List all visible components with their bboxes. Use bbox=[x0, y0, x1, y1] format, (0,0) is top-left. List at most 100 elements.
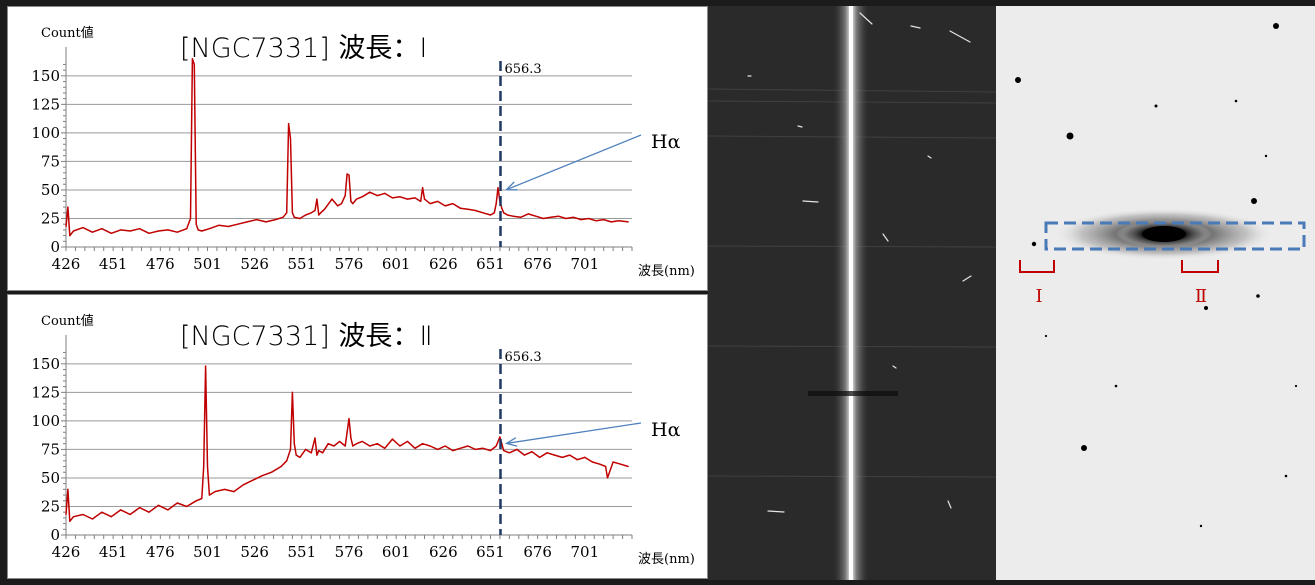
spectrum-point bbox=[157, 504, 160, 506]
halpha-arrowhead bbox=[504, 437, 518, 447]
spectrum-point bbox=[310, 452, 312, 454]
spectrum-point bbox=[429, 203, 431, 205]
spectrum-point bbox=[495, 445, 497, 447]
spectrum-point bbox=[565, 217, 567, 220]
x-tick-label-8: 626 bbox=[429, 255, 458, 273]
spectrum-chart-2: 0 25 50 75 100 125 150 426 451 476 501 526 551 576 601… bbox=[7, 294, 708, 579]
spectrum-point bbox=[129, 513, 131, 516]
spectrum-point bbox=[535, 215, 537, 217]
y-tick-label-6: 150 bbox=[31, 355, 60, 373]
halpha-arrowhead bbox=[504, 181, 518, 191]
spectrum-point bbox=[355, 198, 358, 200]
spectrum-point bbox=[293, 216, 295, 218]
spectrum-point bbox=[588, 217, 590, 220]
spectrum-point bbox=[288, 123, 290, 125]
spectrum-point bbox=[516, 448, 518, 451]
spectrum-point bbox=[205, 365, 207, 367]
spectrum-point bbox=[576, 459, 578, 461]
x-tick-label-6: 576 bbox=[335, 255, 364, 273]
spectrum-point bbox=[69, 520, 71, 522]
aperture-box bbox=[1044, 221, 1306, 251]
spectrum-point bbox=[265, 221, 267, 223]
spectrum-point bbox=[489, 449, 492, 452]
x-tick-label-7: 601 bbox=[382, 543, 411, 561]
x-tick-label-1: 451 bbox=[99, 543, 128, 561]
galaxy-svg bbox=[996, 6, 1315, 580]
spectrum-point bbox=[499, 436, 501, 438]
spectrum-point bbox=[65, 513, 67, 516]
spectrum-point bbox=[423, 198, 426, 200]
spectrum-point bbox=[350, 200, 352, 202]
spectrum-point bbox=[474, 448, 477, 451]
spectrum-line bbox=[65, 365, 629, 523]
spectrum-point bbox=[384, 447, 386, 449]
spectrum-point bbox=[612, 461, 614, 463]
chart-title: [NGC7331] 波長：Ⅰ bbox=[180, 33, 427, 64]
spectrum-point bbox=[523, 454, 526, 456]
spectrum-point bbox=[291, 212, 293, 214]
spectrum-point bbox=[237, 223, 239, 225]
spectrum-point bbox=[352, 203, 354, 205]
spectrum-point bbox=[603, 219, 605, 221]
spectrum-point bbox=[467, 445, 469, 447]
x-tick-label-11: 701 bbox=[571, 255, 600, 273]
spectrum-point bbox=[604, 465, 607, 468]
spectrum-point bbox=[569, 454, 571, 456]
spectrum-chart-1-svg: 0 25 50 75 100 125 150 426 451 476 501 526 551 576 601… bbox=[31, 25, 694, 279]
y-tick-label-0: 0 bbox=[50, 526, 60, 544]
spectrum-point bbox=[110, 516, 112, 518]
spectrum-point bbox=[233, 491, 235, 493]
spectrum-point bbox=[167, 509, 169, 511]
spectrum-point bbox=[208, 228, 210, 230]
spectrum-point bbox=[414, 197, 416, 199]
spectrum-point bbox=[467, 208, 469, 210]
halpha-arrow bbox=[506, 422, 642, 445]
y-tick-label-6: 150 bbox=[31, 67, 60, 85]
spectrum-point bbox=[252, 479, 254, 481]
halpha-arrow bbox=[506, 134, 642, 191]
x-tick-label-9: 651 bbox=[476, 255, 505, 273]
spectrum-point bbox=[299, 217, 301, 220]
spectrum-point bbox=[572, 216, 575, 218]
spectrum-point bbox=[346, 173, 348, 175]
spectrum-point bbox=[318, 449, 320, 452]
spectrum-point bbox=[67, 488, 69, 490]
spectrum-point bbox=[497, 187, 499, 189]
x-tick-label-3: 501 bbox=[193, 255, 222, 273]
spectrum-point bbox=[316, 454, 318, 456]
spectrum-point bbox=[305, 448, 307, 451]
spectrum-point bbox=[340, 203, 343, 205]
chart-title: [NGC7331] 波長：Ⅱ bbox=[180, 321, 433, 352]
spectrum-point bbox=[452, 203, 454, 205]
spectrum-point bbox=[406, 440, 409, 443]
spectrum-point bbox=[148, 511, 150, 513]
x-tick-label-0: 426 bbox=[52, 543, 81, 561]
spectrum-point bbox=[376, 195, 378, 197]
x-tick-label-5: 551 bbox=[288, 543, 317, 561]
spectrum-point bbox=[214, 491, 216, 493]
spectrum-point bbox=[65, 225, 67, 228]
spectrum-point bbox=[538, 456, 541, 458]
spectrum-point bbox=[501, 207, 503, 209]
x-tick-label-10: 676 bbox=[523, 543, 552, 561]
spectrum-point bbox=[421, 187, 424, 189]
spectrum-point bbox=[391, 197, 393, 199]
spectrum-point bbox=[355, 443, 358, 445]
x-tick-label-3: 501 bbox=[193, 543, 222, 561]
x-tick-label-11: 701 bbox=[571, 543, 600, 561]
spectrum-point bbox=[255, 219, 258, 221]
spectrum-point bbox=[584, 456, 586, 458]
spectrum-point bbox=[459, 447, 461, 449]
spectrum-point bbox=[327, 443, 329, 445]
spectrum-point bbox=[482, 212, 484, 214]
spectrum-point bbox=[437, 200, 439, 202]
marker-label: 656.3 bbox=[504, 350, 541, 365]
spectrum-point bbox=[495, 203, 497, 205]
x-axis-label: 波長(nm) bbox=[638, 552, 695, 567]
spectrum-point bbox=[72, 230, 75, 232]
x-tick-label-4: 526 bbox=[240, 255, 269, 273]
spectrum-point bbox=[527, 213, 529, 215]
spectrum-point bbox=[361, 440, 363, 443]
spectrum-point bbox=[580, 219, 582, 221]
spectrum-point bbox=[186, 228, 188, 230]
